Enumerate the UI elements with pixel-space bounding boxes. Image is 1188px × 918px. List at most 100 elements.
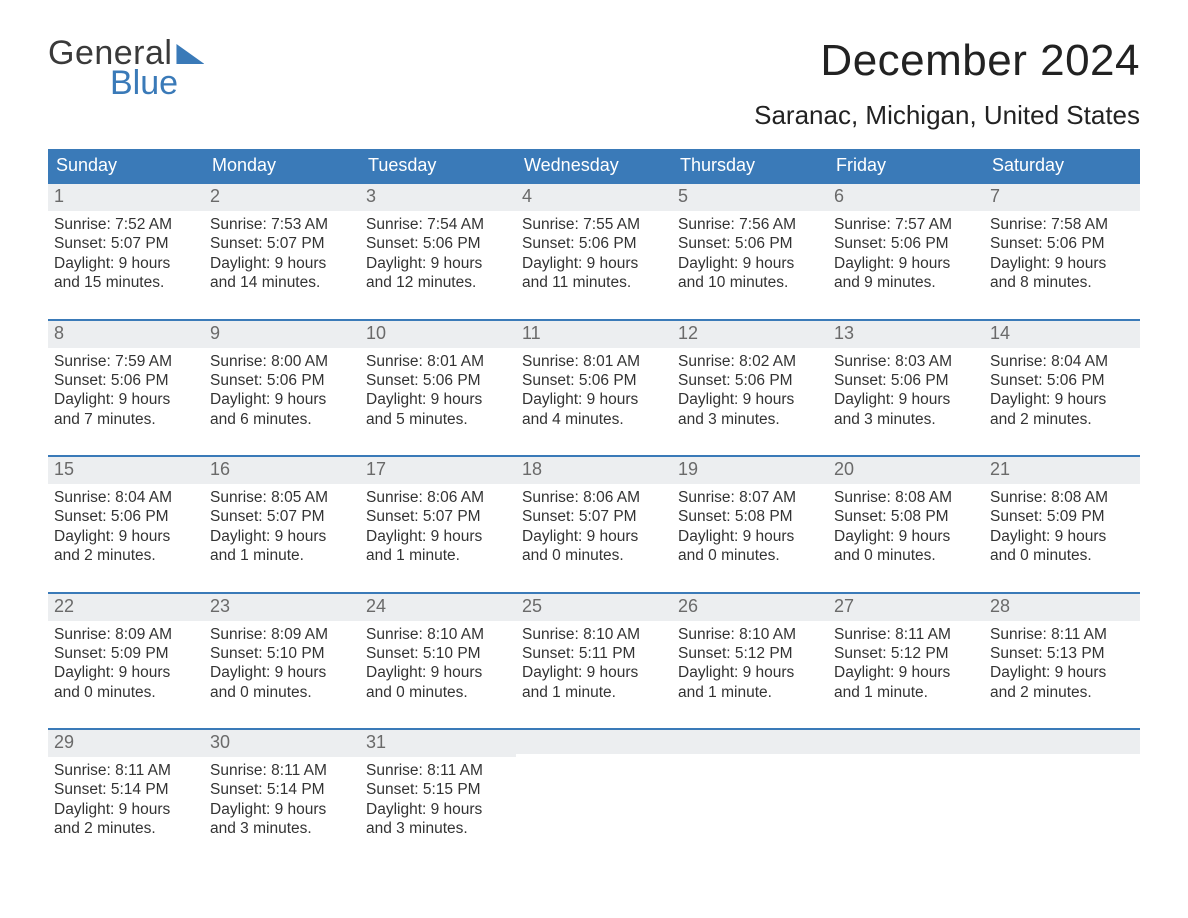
- location-subtitle: Saranac, Michigan, United States: [754, 100, 1140, 131]
- day-cell: 27Sunrise: 8:11 AMSunset: 5:12 PMDayligh…: [828, 594, 984, 705]
- sunset-text: Sunset: 5:06 PM: [366, 234, 510, 253]
- sunrise-text: Sunrise: 8:10 AM: [366, 625, 510, 644]
- weekday-header: Wednesday: [516, 149, 672, 184]
- day-details: Sunrise: 8:08 AMSunset: 5:08 PMDaylight:…: [828, 484, 984, 568]
- daylight-text: Daylight: 9 hours and 10 minutes.: [678, 254, 822, 293]
- day-details: Sunrise: 8:11 AMSunset: 5:14 PMDaylight:…: [48, 757, 204, 841]
- date-number: 10: [360, 321, 516, 348]
- day-cell: [516, 730, 672, 841]
- date-number: 24: [360, 594, 516, 621]
- sunrise-text: Sunrise: 7:52 AM: [54, 215, 198, 234]
- daylight-text: Daylight: 9 hours and 1 minute.: [366, 527, 510, 566]
- date-number: 23: [204, 594, 360, 621]
- daylight-text: Daylight: 9 hours and 1 minute.: [678, 663, 822, 702]
- day-cell: [672, 730, 828, 841]
- day-cell: 9Sunrise: 8:00 AMSunset: 5:06 PMDaylight…: [204, 321, 360, 432]
- daylight-text: Daylight: 9 hours and 2 minutes.: [990, 390, 1134, 429]
- date-number: 25: [516, 594, 672, 621]
- date-number: 20: [828, 457, 984, 484]
- daylight-text: Daylight: 9 hours and 3 minutes.: [366, 800, 510, 839]
- calendar-grid: Sunday Monday Tuesday Wednesday Thursday…: [48, 149, 1140, 841]
- day-details: Sunrise: 8:05 AMSunset: 5:07 PMDaylight:…: [204, 484, 360, 568]
- sunset-text: Sunset: 5:08 PM: [678, 507, 822, 526]
- date-number: 15: [48, 457, 204, 484]
- sunset-text: Sunset: 5:07 PM: [522, 507, 666, 526]
- sunrise-text: Sunrise: 8:08 AM: [990, 488, 1134, 507]
- sunrise-text: Sunrise: 8:10 AM: [522, 625, 666, 644]
- day-details: Sunrise: 8:01 AMSunset: 5:06 PMDaylight:…: [516, 348, 672, 432]
- day-cell: 26Sunrise: 8:10 AMSunset: 5:12 PMDayligh…: [672, 594, 828, 705]
- date-number-empty: [516, 730, 672, 754]
- day-cell: 8Sunrise: 7:59 AMSunset: 5:06 PMDaylight…: [48, 321, 204, 432]
- date-number: 16: [204, 457, 360, 484]
- date-number: 5: [672, 184, 828, 211]
- daylight-text: Daylight: 9 hours and 0 minutes.: [366, 663, 510, 702]
- sunrise-text: Sunrise: 8:11 AM: [366, 761, 510, 780]
- daylight-text: Daylight: 9 hours and 6 minutes.: [210, 390, 354, 429]
- sunrise-text: Sunrise: 8:09 AM: [54, 625, 198, 644]
- day-cell: 15Sunrise: 8:04 AMSunset: 5:06 PMDayligh…: [48, 457, 204, 568]
- sunrise-text: Sunrise: 7:56 AM: [678, 215, 822, 234]
- sunset-text: Sunset: 5:06 PM: [54, 507, 198, 526]
- day-details: Sunrise: 7:58 AMSunset: 5:06 PMDaylight:…: [984, 211, 1140, 295]
- sunset-text: Sunset: 5:06 PM: [990, 371, 1134, 390]
- weekday-header: Sunday: [48, 149, 204, 184]
- day-cell: 5Sunrise: 7:56 AMSunset: 5:06 PMDaylight…: [672, 184, 828, 295]
- week-row: 8Sunrise: 7:59 AMSunset: 5:06 PMDaylight…: [48, 319, 1140, 432]
- date-number: 19: [672, 457, 828, 484]
- date-number: 12: [672, 321, 828, 348]
- day-cell: [828, 730, 984, 841]
- day-cell: 16Sunrise: 8:05 AMSunset: 5:07 PMDayligh…: [204, 457, 360, 568]
- daylight-text: Daylight: 9 hours and 9 minutes.: [834, 254, 978, 293]
- date-number: 30: [204, 730, 360, 757]
- day-cell: [984, 730, 1140, 841]
- sunset-text: Sunset: 5:06 PM: [678, 371, 822, 390]
- brand-logo: General Blue: [48, 36, 204, 100]
- weekday-header: Tuesday: [360, 149, 516, 184]
- date-number: 3: [360, 184, 516, 211]
- logo-triangle-icon: [176, 44, 204, 64]
- day-details: Sunrise: 8:11 AMSunset: 5:14 PMDaylight:…: [204, 757, 360, 841]
- daylight-text: Daylight: 9 hours and 2 minutes.: [990, 663, 1134, 702]
- day-details: Sunrise: 8:11 AMSunset: 5:13 PMDaylight:…: [984, 621, 1140, 705]
- brand-word-2: Blue: [48, 66, 204, 100]
- day-details: Sunrise: 8:01 AMSunset: 5:06 PMDaylight:…: [360, 348, 516, 432]
- daylight-text: Daylight: 9 hours and 12 minutes.: [366, 254, 510, 293]
- day-cell: 17Sunrise: 8:06 AMSunset: 5:07 PMDayligh…: [360, 457, 516, 568]
- sunset-text: Sunset: 5:09 PM: [54, 644, 198, 663]
- daylight-text: Daylight: 9 hours and 0 minutes.: [210, 663, 354, 702]
- day-cell: 28Sunrise: 8:11 AMSunset: 5:13 PMDayligh…: [984, 594, 1140, 705]
- date-number: 8: [48, 321, 204, 348]
- date-number-empty: [984, 730, 1140, 754]
- day-cell: 30Sunrise: 8:11 AMSunset: 5:14 PMDayligh…: [204, 730, 360, 841]
- day-cell: 25Sunrise: 8:10 AMSunset: 5:11 PMDayligh…: [516, 594, 672, 705]
- sunset-text: Sunset: 5:07 PM: [210, 507, 354, 526]
- sunrise-text: Sunrise: 7:59 AM: [54, 352, 198, 371]
- day-details: Sunrise: 8:10 AMSunset: 5:12 PMDaylight:…: [672, 621, 828, 705]
- day-details: Sunrise: 8:11 AMSunset: 5:12 PMDaylight:…: [828, 621, 984, 705]
- week-row: 1 Sunrise: 7:52 AMSunset: 5:07 PM Daylight…: [48, 184, 1140, 295]
- day-cell: 31Sunrise: 8:11 AMSunset: 5:15 PMDayligh…: [360, 730, 516, 841]
- date-number: 13: [828, 321, 984, 348]
- sunrise-text: Sunrise: 8:01 AM: [522, 352, 666, 371]
- date-number: 17: [360, 457, 516, 484]
- day-cell: 11Sunrise: 8:01 AMSunset: 5:06 PMDayligh…: [516, 321, 672, 432]
- daylight-text: Daylight: 9 hours and 5 minutes.: [366, 390, 510, 429]
- daylight-text: Daylight: 9 hours and 11 minutes.: [522, 254, 666, 293]
- date-number: 1: [48, 184, 204, 211]
- day-details: Sunrise: 7:57 AMSunset: 5:06 PMDaylight:…: [828, 211, 984, 295]
- day-cell: 12Sunrise: 8:02 AMSunset: 5:06 PMDayligh…: [672, 321, 828, 432]
- day-cell: 22Sunrise: 8:09 AMSunset: 5:09 PMDayligh…: [48, 594, 204, 705]
- day-cell: 20Sunrise: 8:08 AMSunset: 5:08 PMDayligh…: [828, 457, 984, 568]
- sunrise-text: Sunrise: 7:53 AM: [210, 215, 354, 234]
- sunrise-text: Sunrise: 8:04 AM: [990, 352, 1134, 371]
- sunset-text: Sunset: 5:15 PM: [366, 780, 510, 799]
- sunset-text: Sunset: 5:07 PM: [54, 234, 198, 253]
- daylight-text: Daylight: 9 hours and 8 minutes.: [990, 254, 1134, 293]
- sunrise-text: Sunrise: 8:02 AM: [678, 352, 822, 371]
- sunset-text: Sunset: 5:14 PM: [54, 780, 198, 799]
- date-number: 21: [984, 457, 1140, 484]
- day-cell: 1Sunrise: 7:52 AMSunset: 5:07 PMDaylight…: [48, 184, 204, 295]
- day-cell: 19Sunrise: 8:07 AMSunset: 5:08 PMDayligh…: [672, 457, 828, 568]
- date-number: 4: [516, 184, 672, 211]
